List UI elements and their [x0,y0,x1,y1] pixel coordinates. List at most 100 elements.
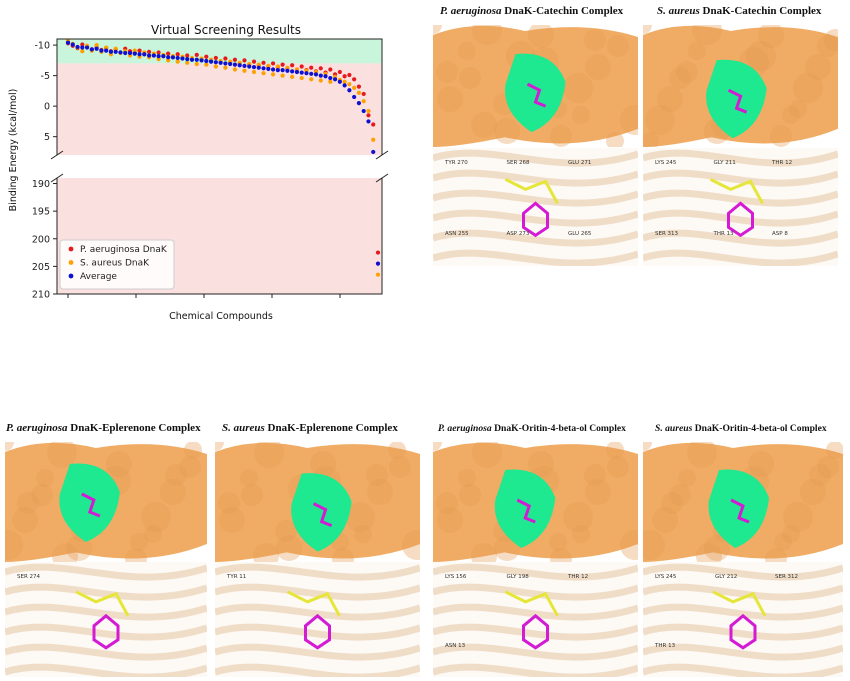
data-point-average [242,63,247,68]
interaction-image-p-eplerenone: SER 274 [5,562,207,677]
data-point-average [309,71,314,76]
data-point-average [361,108,366,114]
data-point-s-aureus-dnak [347,82,352,87]
data-point-average [280,68,285,73]
data-point-p-aeruginosa-dnak [342,74,347,79]
data-point-average [323,74,328,79]
data-point-average [270,67,276,72]
interaction-image-s-oritin: LYS 245 GLY 212 SER 312 THR 13 [643,562,843,677]
protein-ribbon [433,583,638,601]
surface-bump [765,548,787,562]
surface-bump [215,442,224,451]
surface-bump [354,525,372,543]
residue-sticks [709,178,764,205]
data-point-p-aeruginosa-dnak [213,55,218,61]
data-point-s-aureus-dnak [356,90,362,95]
surface-bump [528,25,554,48]
protein-ribbon [643,623,843,641]
data-point-s-aureus-dnak [352,85,357,90]
data-point-average [108,49,114,54]
chart-title: Virtual Screening Results [151,23,301,37]
data-point-s-aureus-dnak [156,57,161,62]
axis-break-mark [50,173,64,183]
y-tick-label: 205 [32,262,50,273]
data-point-average [342,83,347,88]
protein-ribbon [643,169,838,187]
surface-bump [165,464,187,486]
residue-label: GLY 198 [507,574,530,580]
interaction-image-s-catechin: LYS 245 GLY 211 THR 12 SER 313 THR 13 ASP 8 [643,148,838,266]
surface-bump [459,67,481,89]
surface-bump [241,484,263,506]
protein-ribbon [215,563,420,581]
data-point-p-aeruginosa-dnak [242,58,247,63]
molecular-render: LYS 156 GLY 198 THR 12 ASN 13 [433,562,638,677]
surface-bump [253,543,279,562]
protein-ribbon [433,643,638,661]
residue-label: TYR 270 [444,160,468,166]
protein-ribbon [643,583,843,601]
residue-sticks [504,178,559,205]
surface-bump [643,530,665,560]
surface-bump [458,42,476,60]
data-point-p-aeruginosa-dnak [251,59,257,64]
surface-bump [36,469,54,487]
residue-label: SER 312 [775,574,798,580]
residue-label: THR 12 [771,160,792,166]
x-axis-label: Chemical Compounds [169,311,273,322]
data-point-average [65,40,71,45]
residue-label: SER 274 [17,574,41,580]
data-point-p-aeruginosa-dnak [175,52,180,57]
y-tick-label: 200 [32,234,50,245]
protein-ribbon [5,623,207,641]
y-tick-label: 210 [32,290,50,301]
data-point-average [232,62,238,67]
surface-bump [254,442,284,468]
surface-bump [661,492,683,514]
molecular-render: LYS 245 GLY 211 THR 12 SER 313 THR 13 ASP 8 [643,148,838,266]
surface-bump [572,106,590,124]
data-point-p-aeruginosa-dnak [366,113,371,118]
chart-canvas: Virtual Screening Results Binding Energy… [8,23,389,322]
complex-name: DnaK-Oritin-4-beta-ol Complex [692,423,827,434]
data-point-average [180,56,185,61]
data-point-s-aureus-dnak [342,79,347,84]
data-point-average [161,53,166,59]
data-point-p-aeruginosa-dnak [290,63,295,68]
surface-bump [436,492,458,514]
data-point-average [299,70,304,75]
data-point-average [80,45,85,50]
surface-bump [748,451,774,477]
y-tick-label: 195 [32,207,50,218]
ligand-molecule [526,82,547,108]
ligand-molecule [304,613,331,650]
surface-image-s-eplerenone [215,442,420,562]
residue-label: ASP 8 [772,231,788,237]
data-point-p-aeruginosa-dnak [328,67,333,72]
lower-axes-frame [56,178,383,295]
panel-title-p-catechin: P. aeruginosa DnaK-Catechin Complex [440,5,623,17]
virtual-screening-chart: Virtual Screening Results Binding Energy… [0,0,420,330]
protein-ribbon [433,209,638,227]
protein-ribbon [433,603,638,621]
residue-sticks [504,590,559,617]
chart-legend: P. aeruginosa DnaK S. aureus DnaK Average [59,239,175,290]
data-point-s-aureus-dnak [299,75,304,81]
protein-ribbon [5,663,207,677]
data-point-average [347,88,352,93]
panel-title-s-eplerenone: S. aureus DnaK-Eplerenone Complex [222,422,398,434]
data-point-average [352,94,357,100]
data-point-s-aureus-dnak [223,65,228,70]
data-point-average [366,119,371,124]
protein-ribbon [215,583,420,601]
data-point-p-aeruginosa-dnak [347,72,352,78]
data-point-s-aureus-dnak [285,65,290,70]
species-name: P. aeruginosa [440,5,502,17]
surface-bump [494,118,520,144]
upper-axes-frame [56,38,383,155]
surface-bump [704,535,730,561]
surface-bump [345,502,375,532]
binding-pocket [59,463,120,542]
surface-bump [472,25,502,45]
complex-name: DnaK-Catechin Complex [501,5,624,17]
